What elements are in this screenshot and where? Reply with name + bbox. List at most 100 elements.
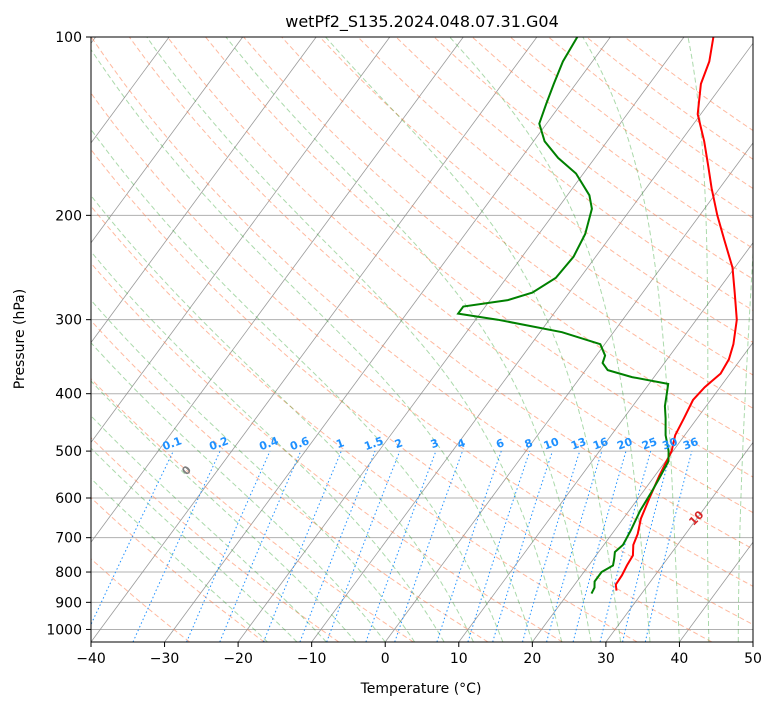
mixing-ratio-label: 20 bbox=[615, 435, 634, 453]
mixing-ratio-label: 16 bbox=[591, 435, 610, 453]
isotherm-line bbox=[91, 37, 391, 444]
moist-adiabat-line bbox=[582, 37, 680, 642]
x-tick-label: 20 bbox=[523, 651, 541, 667]
isotherm-line bbox=[531, 341, 753, 642]
moist-adiabat-line bbox=[91, 477, 268, 642]
dry-adiabat-line bbox=[91, 319, 489, 642]
plot-area: -100-90-80-70-60-50-40-30-20-10010203040… bbox=[91, 37, 753, 642]
x-tick-label: 40 bbox=[671, 651, 689, 667]
mixing-ratio-label: 6 bbox=[494, 436, 506, 451]
isotherm-line bbox=[458, 242, 753, 642]
y-tick-label: 400 bbox=[55, 387, 82, 403]
mixing-ratio-line bbox=[263, 450, 342, 642]
mixing-ratio-label: 3 bbox=[429, 436, 441, 451]
moist-adiabat-line bbox=[91, 447, 298, 642]
mixing-ratio-label: 25 bbox=[640, 435, 659, 452]
mixing-ratio-label: 1.5 bbox=[362, 434, 385, 453]
mixing-ratio-line bbox=[219, 450, 302, 642]
isotherm-line bbox=[91, 37, 464, 543]
moist-adiabat-line bbox=[687, 37, 710, 642]
isotherm-line bbox=[384, 142, 753, 642]
mixing-ratio-label: 0.1 bbox=[161, 434, 184, 453]
dry-adiabat-line bbox=[91, 558, 191, 642]
x-tick-label: −10 bbox=[297, 651, 327, 667]
mixing-ratio-line bbox=[299, 450, 376, 642]
isotherm-line bbox=[91, 37, 317, 344]
y-tick-label: 200 bbox=[55, 208, 82, 224]
mixing-ratio-line bbox=[572, 450, 627, 642]
mixing-ratio-label: 1 bbox=[334, 436, 346, 451]
dry-adiabat-line bbox=[281, 37, 753, 409]
x-tick-label: −40 bbox=[76, 651, 106, 667]
y-tick-label: 300 bbox=[55, 313, 82, 329]
x-tick-label: −20 bbox=[223, 651, 253, 667]
isotherm-line bbox=[91, 37, 538, 642]
isotherm-line bbox=[605, 441, 753, 642]
moist-adiabat-line bbox=[91, 128, 504, 642]
moist-adiabat-line bbox=[91, 194, 474, 642]
dry-adiabat-line bbox=[91, 205, 638, 642]
mixing-ratio-line bbox=[599, 450, 652, 642]
moist-adiabat-line bbox=[91, 415, 327, 642]
moist-adiabat-line bbox=[737, 245, 753, 642]
dry-adiabat-line bbox=[128, 37, 753, 550]
mixing-ratio-line bbox=[467, 450, 531, 642]
mixing-ratio-label: 0.2 bbox=[208, 434, 231, 453]
mixing-ratio-label: 0.6 bbox=[288, 434, 311, 453]
moist-adiabat-line bbox=[325, 37, 622, 642]
dry-adiabat-line bbox=[167, 37, 753, 514]
mixing-ratio-line bbox=[365, 450, 437, 642]
mixing-ratio-line bbox=[326, 450, 401, 642]
x-tick-label: 0 bbox=[381, 651, 390, 667]
dry-adiabat-line bbox=[395, 37, 753, 312]
dry-adiabat-line bbox=[91, 92, 753, 626]
moist-adiabat-line bbox=[146, 37, 563, 642]
mixing-ratio-label: 10 bbox=[542, 435, 561, 453]
y-tick-label: 600 bbox=[55, 491, 82, 507]
mixing-ratio-label: 8 bbox=[523, 436, 535, 451]
isotherm-line bbox=[237, 37, 685, 642]
x-axis-label: Temperature (°C) bbox=[360, 681, 482, 697]
moist-adiabat-line bbox=[91, 380, 357, 642]
mixing-ratio-line bbox=[436, 450, 502, 642]
chart-title: wetPf2_S135.2024.048.07.31.G04 bbox=[285, 12, 559, 32]
mixing-ratio-line bbox=[394, 450, 463, 642]
y-tick-label: 500 bbox=[55, 444, 82, 460]
y-tick-label: 800 bbox=[55, 565, 82, 581]
moist-adiabat-line bbox=[91, 299, 416, 642]
mixing-ratio-line bbox=[522, 450, 581, 642]
mixing-ratio-label: 2 bbox=[393, 436, 405, 451]
mixing-ratio-line bbox=[622, 450, 672, 642]
mixing-ratio-line bbox=[186, 450, 271, 642]
isotherm-line bbox=[164, 37, 611, 642]
mixing-ratio-line bbox=[492, 450, 553, 642]
mixing-ratio-line bbox=[644, 450, 693, 642]
y-axis-label: Pressure (hPa) bbox=[12, 289, 28, 389]
y-tick-label: 1000 bbox=[46, 622, 82, 638]
x-tick-label: −30 bbox=[150, 651, 180, 667]
temperature-profile-line bbox=[614, 37, 738, 591]
isotherm-line bbox=[91, 37, 244, 244]
dry-adiabat-line bbox=[91, 148, 713, 642]
mixing-ratio-label: 30 bbox=[661, 435, 680, 453]
x-tick-label: 50 bbox=[744, 651, 762, 667]
mixing-ratio-line bbox=[546, 450, 603, 642]
mixing-ratio-label: 36 bbox=[681, 435, 700, 453]
dry-adiabat-line bbox=[91, 377, 414, 642]
x-tick-label: 10 bbox=[450, 651, 468, 667]
isotherm-line bbox=[91, 37, 170, 144]
mixing-ratio-label: 4 bbox=[455, 436, 467, 451]
mixing-ratio-label: 0.4 bbox=[257, 434, 280, 453]
moist-adiabat-line bbox=[225, 37, 592, 642]
mixing-ratio-label: 13 bbox=[569, 435, 588, 452]
moist-adiabat-line bbox=[91, 48, 533, 642]
dewpoint-profile-line bbox=[456, 37, 670, 595]
moist-adiabat-line bbox=[449, 37, 651, 642]
y-tick-label: 100 bbox=[55, 30, 82, 46]
plot-frame bbox=[90, 36, 754, 643]
y-tick-label: 700 bbox=[55, 531, 82, 547]
y-tick-label: 900 bbox=[55, 595, 82, 611]
